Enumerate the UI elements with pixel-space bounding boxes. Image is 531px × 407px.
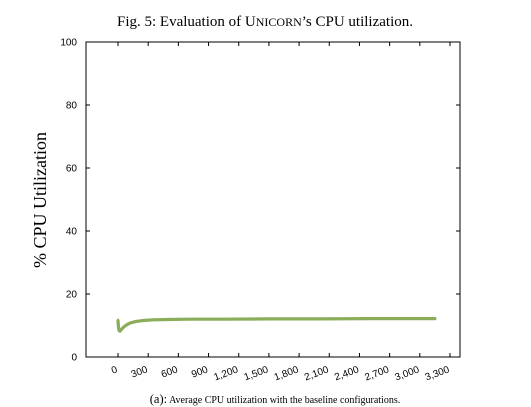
y-tick-label: 0 — [71, 353, 77, 364]
data-series — [116, 317, 437, 333]
x-tick-label: 1,200 — [212, 364, 240, 383]
y-tick-label: 60 — [66, 164, 78, 175]
x-tick-label: 1,500 — [243, 364, 271, 383]
figure-title-prefix: Fig. 5: Evaluation of U — [117, 14, 256, 30]
plot-area-frame — [85, 41, 461, 358]
figure-title: Fig. 5: Evaluation of UNICORN’s CPU util… — [117, 14, 413, 30]
series-line — [116, 317, 437, 333]
x-tick-label: 3,300 — [424, 364, 452, 383]
x-axis-ticks: 0 300 600 900 1,200 1,500 1,800 2,100 2,400 2,700… — [110, 42, 451, 383]
x-tick-label: 1,800 — [273, 364, 301, 383]
x-tick-label: 2,700 — [363, 364, 391, 383]
caption-text: Average CPU utilization with the baselin… — [169, 395, 400, 406]
y-axis-label: % CPU Utilization — [30, 132, 50, 268]
x-tick-label: 600 — [160, 364, 180, 380]
x-tick-label: 0 — [110, 364, 119, 376]
figure-title-smallcaps: NICORN — [256, 15, 302, 29]
x-tick-label: 3,000 — [394, 364, 422, 383]
y-tick-label: 100 — [60, 38, 77, 49]
figure-caption: (a): Average CPU utilization with the ba… — [150, 392, 400, 406]
y-axis-ticks: 0 20 40 60 80 100 — [60, 38, 460, 364]
x-tick-label: 300 — [130, 364, 150, 380]
x-tick-label: 2,100 — [303, 364, 331, 383]
y-tick-label: 80 — [66, 101, 78, 112]
figure-title-suffix: ’s CPU utilization. — [302, 14, 413, 30]
x-tick-label: 900 — [190, 364, 210, 380]
y-tick-label: 20 — [66, 290, 78, 301]
caption-prefix: (a): — [150, 392, 167, 406]
x-tick-label: 2,400 — [333, 364, 361, 383]
y-tick-label: 40 — [66, 227, 78, 238]
